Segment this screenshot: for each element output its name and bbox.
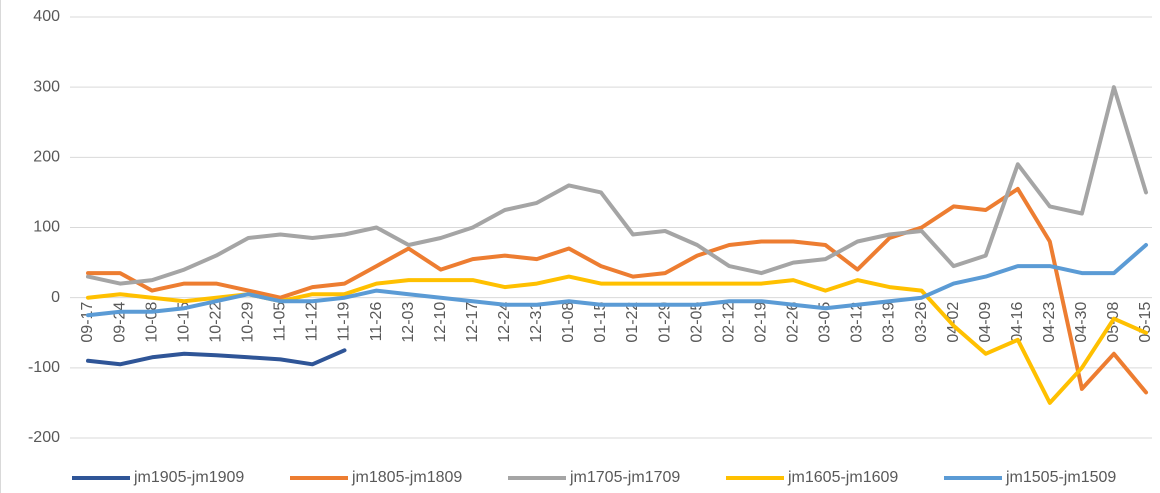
series-line bbox=[86, 243, 1148, 318]
x-tick-label: 03-26 bbox=[913, 302, 930, 343]
legend-label: jm1605-jm1609 bbox=[787, 469, 898, 486]
legend-label: jm1505-jm1509 bbox=[1005, 469, 1116, 486]
y-tick-label: -100 bbox=[28, 359, 60, 376]
x-tick-label: 04-16 bbox=[1009, 302, 1026, 343]
x-tick-label: 03-12 bbox=[849, 302, 866, 343]
y-tick-label: 400 bbox=[33, 8, 60, 25]
x-tick-label: 04-23 bbox=[1041, 302, 1058, 343]
x-tick-label: 09-24 bbox=[111, 302, 128, 343]
x-tick-label: 11-05 bbox=[272, 302, 289, 342]
x-tick-label: 12-10 bbox=[432, 302, 449, 343]
x-tick-label: 02-19 bbox=[752, 302, 769, 343]
x-tick-label: 01-08 bbox=[560, 302, 577, 343]
series-line bbox=[86, 348, 347, 367]
legend-label: jm1805-jm1809 bbox=[351, 469, 462, 486]
y-tick-label: 200 bbox=[33, 149, 60, 166]
x-tick-label: 11-12 bbox=[304, 302, 321, 342]
x-tick-label: 01-29 bbox=[656, 302, 673, 343]
x-tick-label: 04-09 bbox=[977, 302, 994, 343]
x-tick-label: 09-17 bbox=[79, 302, 96, 343]
x-tick-label: 10-22 bbox=[207, 302, 224, 343]
x-tick-label: 03-05 bbox=[817, 302, 834, 343]
legend-label: jm1705-jm1709 bbox=[569, 469, 680, 486]
x-tick-label: 02-26 bbox=[785, 302, 802, 343]
x-tick-label: 12-17 bbox=[464, 302, 481, 343]
x-tick-label: 10-15 bbox=[175, 302, 192, 343]
x-tick-label: 04-02 bbox=[945, 302, 962, 343]
x-tick-label: 05-15 bbox=[1137, 302, 1154, 343]
x-tick-label: 02-12 bbox=[720, 302, 737, 343]
y-tick-label: 300 bbox=[33, 78, 60, 95]
x-tick-label: 02-05 bbox=[688, 302, 705, 343]
x-tick-label: 01-22 bbox=[624, 302, 641, 343]
series-line bbox=[86, 85, 1148, 286]
x-tick-label: 04-30 bbox=[1073, 302, 1090, 343]
legend-label: jm1905-jm1909 bbox=[133, 469, 244, 486]
y-tick-label: 0 bbox=[51, 289, 60, 306]
y-tick-label: 100 bbox=[33, 219, 60, 236]
x-tick-label: 03-19 bbox=[881, 302, 898, 343]
x-tick-label: 10-29 bbox=[240, 302, 257, 343]
x-tick-label: 12-24 bbox=[496, 302, 513, 343]
x-tick-label: 11-19 bbox=[336, 302, 353, 342]
x-tick-label: 12-31 bbox=[528, 302, 545, 343]
y-tick-label: -200 bbox=[28, 429, 60, 446]
x-tick-label: 11-26 bbox=[368, 302, 385, 342]
x-tick-label: 12-03 bbox=[400, 302, 417, 343]
series-line bbox=[86, 186, 1148, 395]
x-tick-label: 01-15 bbox=[592, 302, 609, 343]
x-tick-label: 10-08 bbox=[143, 302, 160, 343]
